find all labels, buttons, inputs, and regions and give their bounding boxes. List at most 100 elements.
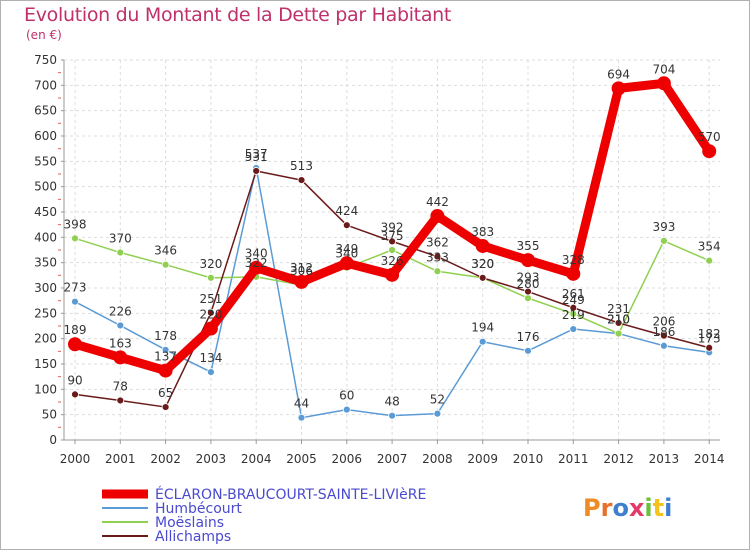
data-label: 333 bbox=[426, 250, 449, 264]
logo-letter: x bbox=[629, 494, 645, 522]
y-tick-label: 100 bbox=[34, 382, 57, 396]
data-label: 392 bbox=[381, 220, 404, 234]
data-label: 48 bbox=[384, 395, 399, 409]
data-label: 65 bbox=[158, 386, 173, 400]
data-label: 322 bbox=[245, 256, 268, 270]
data-label: 134 bbox=[199, 351, 222, 365]
series-point-3 bbox=[569, 303, 578, 312]
series-point-0 bbox=[430, 209, 445, 224]
x-tick-label: 2005 bbox=[286, 452, 317, 466]
series-point-3 bbox=[71, 390, 79, 399]
series-point-3 bbox=[433, 252, 442, 261]
logo-letter: o bbox=[612, 494, 629, 522]
series-point-3 bbox=[342, 221, 351, 230]
series-point-1 bbox=[71, 297, 79, 306]
y-tick-label: 750 bbox=[34, 53, 57, 67]
data-labels: 189 163 137 220 340 312 349 326 442 383 355 328 694 7… bbox=[64, 62, 721, 410]
data-label: 231 bbox=[607, 302, 630, 316]
series-point-0 bbox=[68, 337, 82, 352]
series-point-0 bbox=[566, 266, 581, 281]
y-tick-label: 400 bbox=[34, 230, 57, 244]
data-label: 60 bbox=[339, 389, 354, 403]
data-label: 249 bbox=[562, 293, 585, 307]
series-point-0 bbox=[113, 350, 128, 365]
axes: 0 50 100 150 200 250 300 350 400 450 500 550 600 650 7… bbox=[34, 53, 724, 466]
series-point-3 bbox=[116, 396, 125, 405]
data-label: 513 bbox=[290, 159, 313, 173]
series-point-1 bbox=[342, 405, 351, 414]
series-point-3 bbox=[660, 331, 668, 340]
y-tick-label: 450 bbox=[34, 205, 57, 219]
series-point-0 bbox=[203, 321, 218, 336]
data-label: 370 bbox=[109, 232, 132, 246]
series-point-1 bbox=[478, 337, 487, 346]
data-label: 194 bbox=[471, 321, 494, 335]
x-tick-label: 2010 bbox=[513, 452, 544, 466]
x-tick-label: 2000 bbox=[60, 452, 91, 466]
data-label: 383 bbox=[471, 225, 494, 239]
series-point-1 bbox=[161, 345, 170, 354]
data-label: 424 bbox=[335, 204, 358, 218]
y-tick-label: 600 bbox=[34, 129, 57, 143]
series-point-2 bbox=[433, 267, 442, 276]
data-label: 537 bbox=[245, 147, 268, 161]
data-label: 220 bbox=[199, 308, 222, 322]
x-tick-label: 2004 bbox=[241, 452, 272, 466]
logo-letter: t bbox=[653, 494, 664, 522]
series-group bbox=[68, 76, 717, 422]
y-tick-label: 50 bbox=[42, 408, 57, 422]
data-label: 328 bbox=[562, 253, 585, 267]
series-point-1 bbox=[569, 325, 578, 333]
data-label: 273 bbox=[64, 281, 87, 295]
data-label: 326 bbox=[381, 254, 404, 268]
series-point-2 bbox=[524, 294, 532, 303]
data-label: 694 bbox=[607, 67, 630, 81]
x-tick-label: 2003 bbox=[196, 452, 227, 466]
y-tick-label: 250 bbox=[34, 306, 57, 320]
series-point-3 bbox=[161, 403, 170, 411]
y-tick-label: 0 bbox=[49, 433, 57, 447]
data-label: 393 bbox=[652, 220, 675, 234]
y-tick-label: 350 bbox=[34, 256, 57, 270]
x-tick-label: 2002 bbox=[150, 452, 181, 466]
series-point-3 bbox=[297, 176, 306, 184]
data-label: 206 bbox=[652, 315, 675, 329]
data-label: 251 bbox=[199, 292, 222, 306]
series-point-0 bbox=[158, 363, 173, 378]
y-tick-label: 200 bbox=[34, 332, 57, 346]
data-label: 306 bbox=[290, 264, 313, 278]
data-label: 226 bbox=[109, 304, 132, 318]
series-point-2 bbox=[116, 248, 125, 257]
series-point-3 bbox=[388, 237, 397, 246]
data-label: 340 bbox=[335, 247, 358, 261]
data-label: 90 bbox=[67, 373, 82, 387]
proxiti-logo: Proxiti bbox=[583, 494, 672, 522]
series-point-0 bbox=[249, 260, 264, 275]
logo-letter: P bbox=[583, 494, 601, 522]
data-label: 261 bbox=[562, 287, 585, 301]
series-point-3 bbox=[614, 319, 623, 327]
series-point-1 bbox=[116, 321, 125, 330]
y-tick-label: 650 bbox=[34, 104, 57, 118]
data-label: 320 bbox=[199, 257, 222, 271]
data-label: 178 bbox=[154, 329, 177, 343]
series-point-0 bbox=[339, 256, 354, 271]
series-point-3 bbox=[478, 273, 487, 282]
x-tick-label: 2012 bbox=[603, 452, 634, 466]
data-label: 349 bbox=[335, 242, 358, 256]
data-label: 340 bbox=[245, 247, 268, 261]
data-label: 78 bbox=[113, 379, 128, 393]
series-point-2 bbox=[71, 234, 79, 243]
series-point-1 bbox=[433, 409, 442, 418]
data-label: 173 bbox=[698, 331, 721, 345]
data-label: 163 bbox=[109, 336, 132, 350]
series-point-0 bbox=[294, 274, 309, 289]
series-point-1 bbox=[388, 411, 397, 420]
data-label: 354 bbox=[698, 240, 721, 254]
x-tick-label: 2001 bbox=[105, 452, 136, 466]
data-label: 52 bbox=[430, 393, 445, 407]
logo-letter: i bbox=[644, 494, 652, 522]
data-label: 320 bbox=[471, 257, 494, 271]
series-point-1 bbox=[660, 341, 668, 350]
